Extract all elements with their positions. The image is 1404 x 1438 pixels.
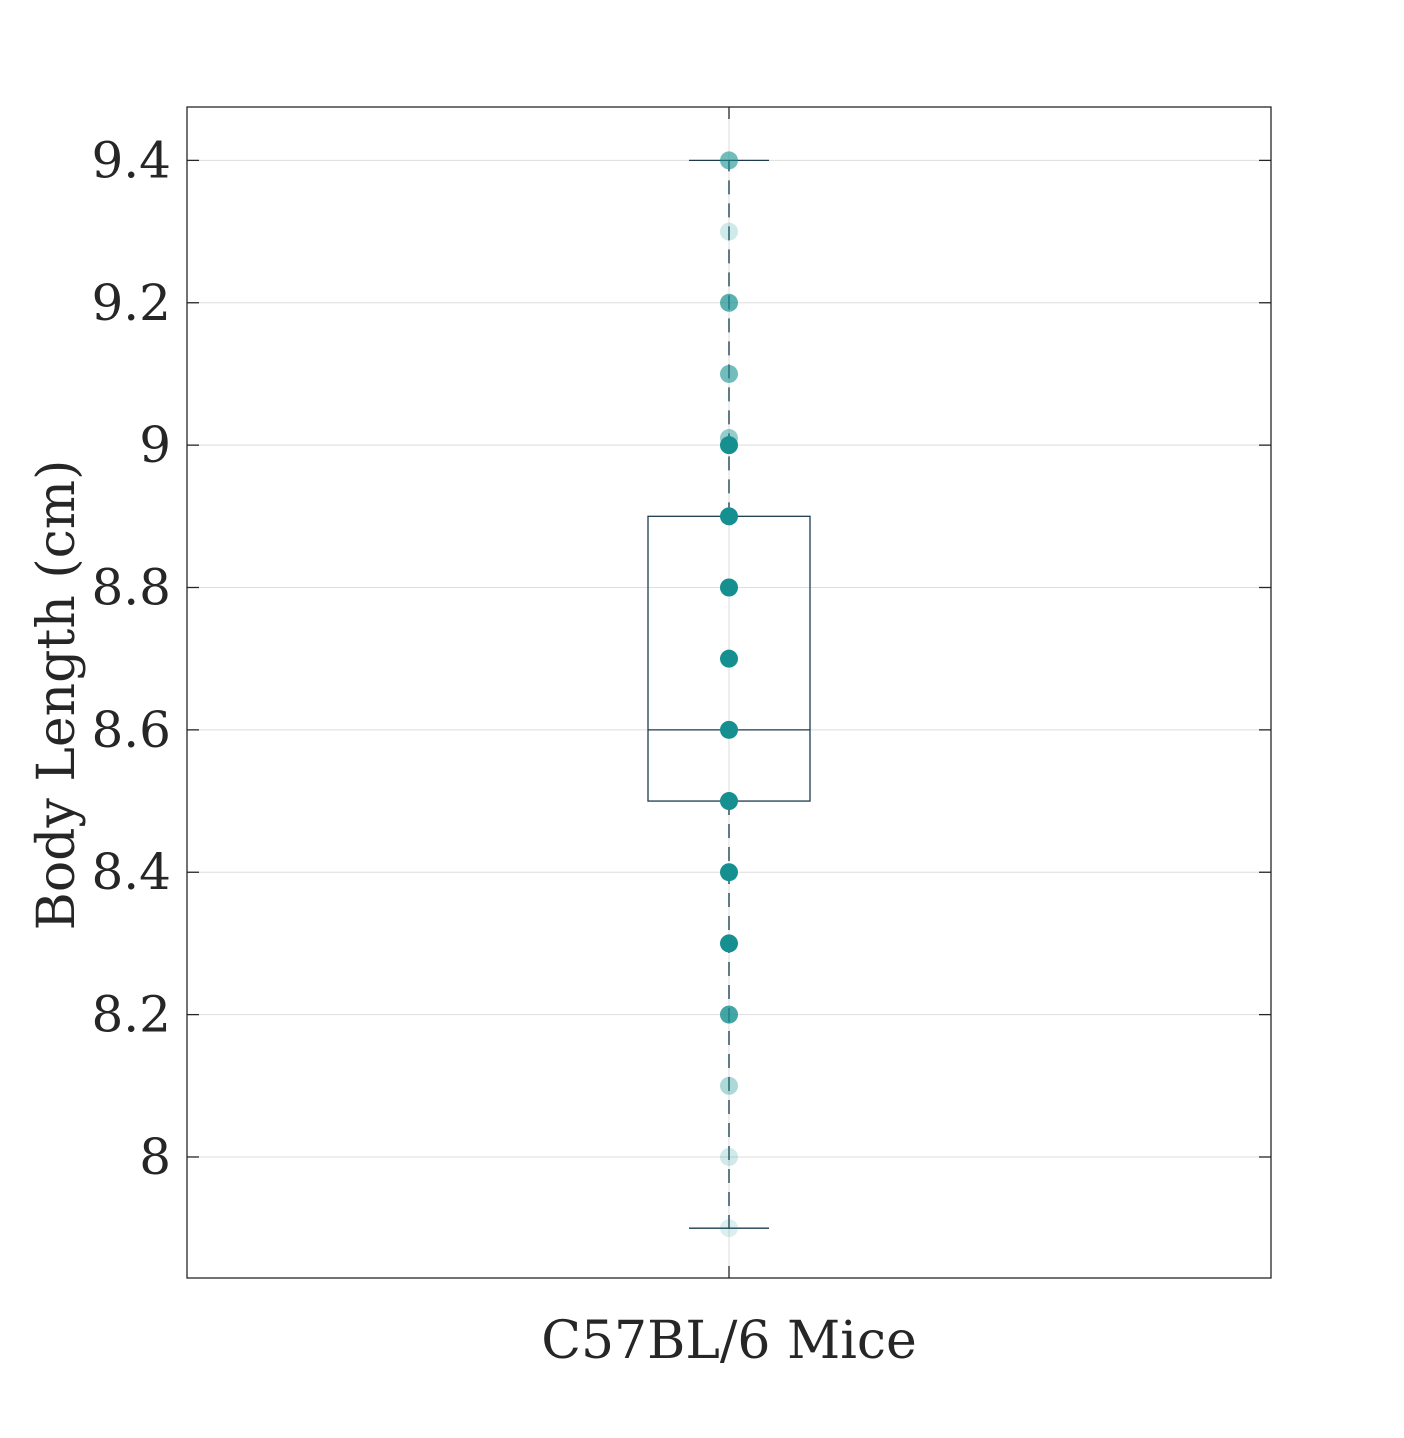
data-point — [720, 863, 738, 882]
data-point — [720, 151, 738, 170]
y-tick-label: 8.4 — [91, 843, 171, 901]
y-axis-title: Body Length (cm) — [27, 460, 87, 931]
data-point — [720, 293, 738, 312]
y-tick-labels: 8 8.2 8.4 8.6 8.8 9 9.2 9.4 — [91, 131, 171, 1186]
axis-ticks — [187, 107, 1271, 1278]
data-point — [720, 578, 738, 597]
data-point — [720, 1005, 738, 1024]
data-point — [720, 436, 738, 455]
data-point — [720, 1147, 738, 1166]
data-point — [720, 720, 738, 739]
data-point — [720, 364, 738, 383]
data-point — [720, 792, 738, 811]
x-tick-labels: C57BL/6 Mice — [541, 1311, 917, 1371]
data-point — [720, 1076, 738, 1095]
y-tick-label: 8.2 — [91, 986, 171, 1044]
data-point — [720, 1219, 738, 1238]
x-tick-label: C57BL/6 Mice — [541, 1311, 917, 1371]
y-tick-label: 8.6 — [91, 701, 171, 759]
y-tick-label: 8.8 — [91, 559, 171, 617]
data-point — [720, 649, 738, 668]
y-tick-label: 8 — [139, 1128, 171, 1186]
y-tick-label: 9.2 — [91, 274, 171, 332]
data-points — [720, 151, 738, 1238]
y-tick-label: 9 — [139, 416, 171, 474]
data-point — [720, 934, 738, 953]
data-point — [720, 507, 738, 526]
data-point — [720, 222, 738, 241]
y-tick-label: 9.4 — [91, 131, 171, 189]
